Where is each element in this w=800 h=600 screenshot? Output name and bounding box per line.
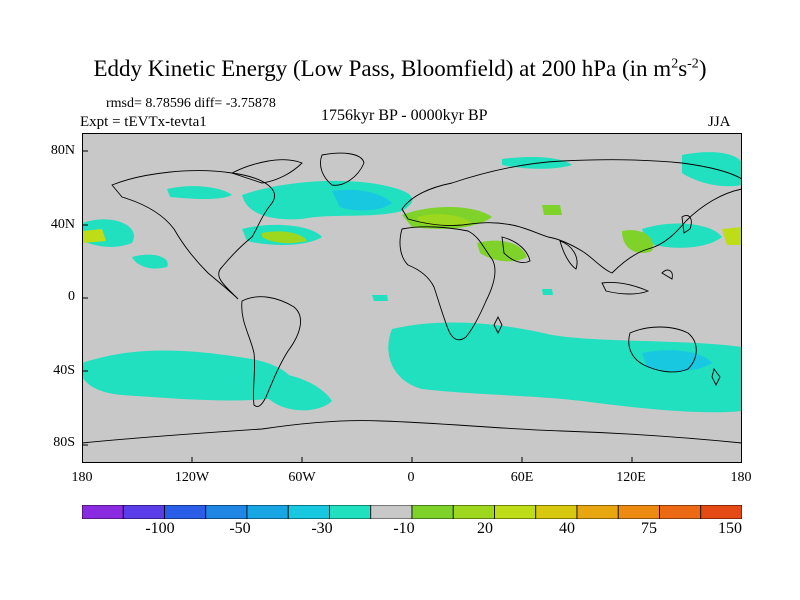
coastlines	[82, 152, 742, 444]
x-tick-label: 120E	[616, 470, 646, 485]
y-tick-label: 40N	[50, 217, 75, 232]
y-tick-label: 0	[68, 289, 75, 304]
colorbar-box	[329, 505, 372, 519]
map-background	[82, 133, 742, 463]
colorbar-box	[122, 505, 165, 519]
x-tick-label: 120W	[174, 470, 210, 485]
colorbar-box	[164, 505, 207, 519]
x-tick-label: 180	[730, 470, 752, 485]
y-tick-label: 80N	[50, 143, 75, 158]
colorbar-box	[535, 505, 578, 519]
stats-label: rmsd= 8.78596 diff= -3.75878	[106, 96, 276, 111]
contour-fills	[82, 152, 742, 413]
colorbar-label: -50	[229, 520, 251, 537]
colorbar-box	[246, 505, 289, 519]
colorbar-label: -30	[311, 520, 333, 537]
colorbar-box	[700, 505, 742, 519]
colorbar-box	[617, 505, 660, 519]
colorbar-box	[82, 505, 124, 519]
experiment-label: Expt = tEVTx-tevta1	[80, 114, 207, 130]
colorbar-box	[576, 505, 619, 519]
colorbar-label: 20	[477, 520, 493, 537]
y-tick-label: 40S	[53, 363, 75, 378]
colorbar-box	[411, 505, 454, 519]
colorbar-label: 150	[718, 520, 742, 537]
colorbar-label: -100	[145, 520, 175, 537]
axis-ticks	[82, 150, 633, 463]
x-tick-label: 0	[407, 470, 415, 485]
colorbar-box	[494, 505, 537, 519]
colorbar-box	[659, 505, 702, 519]
map-panel	[82, 133, 742, 463]
colorbar-box	[370, 505, 413, 519]
colorbar-box	[205, 505, 248, 519]
colorbar-box	[452, 505, 495, 519]
colorbar-label: 40	[559, 520, 575, 537]
plot-title: Eddy Kinetic Energy (Low Pass, Bloomfiel…	[93, 56, 707, 81]
x-tick-label: 60W	[288, 470, 316, 485]
x-tick-label: 180	[71, 470, 93, 485]
colorbar-label: -10	[393, 520, 415, 537]
colorbar-box	[287, 505, 330, 519]
x-tick-label: 60E	[510, 470, 534, 485]
colorbar	[82, 505, 742, 519]
period-label: 1756kyr BP - 0000kyr BP	[321, 107, 488, 124]
season-label: JJA	[708, 114, 731, 130]
colorbar-label: 75	[641, 520, 657, 537]
y-tick-label: 80S	[53, 435, 75, 450]
